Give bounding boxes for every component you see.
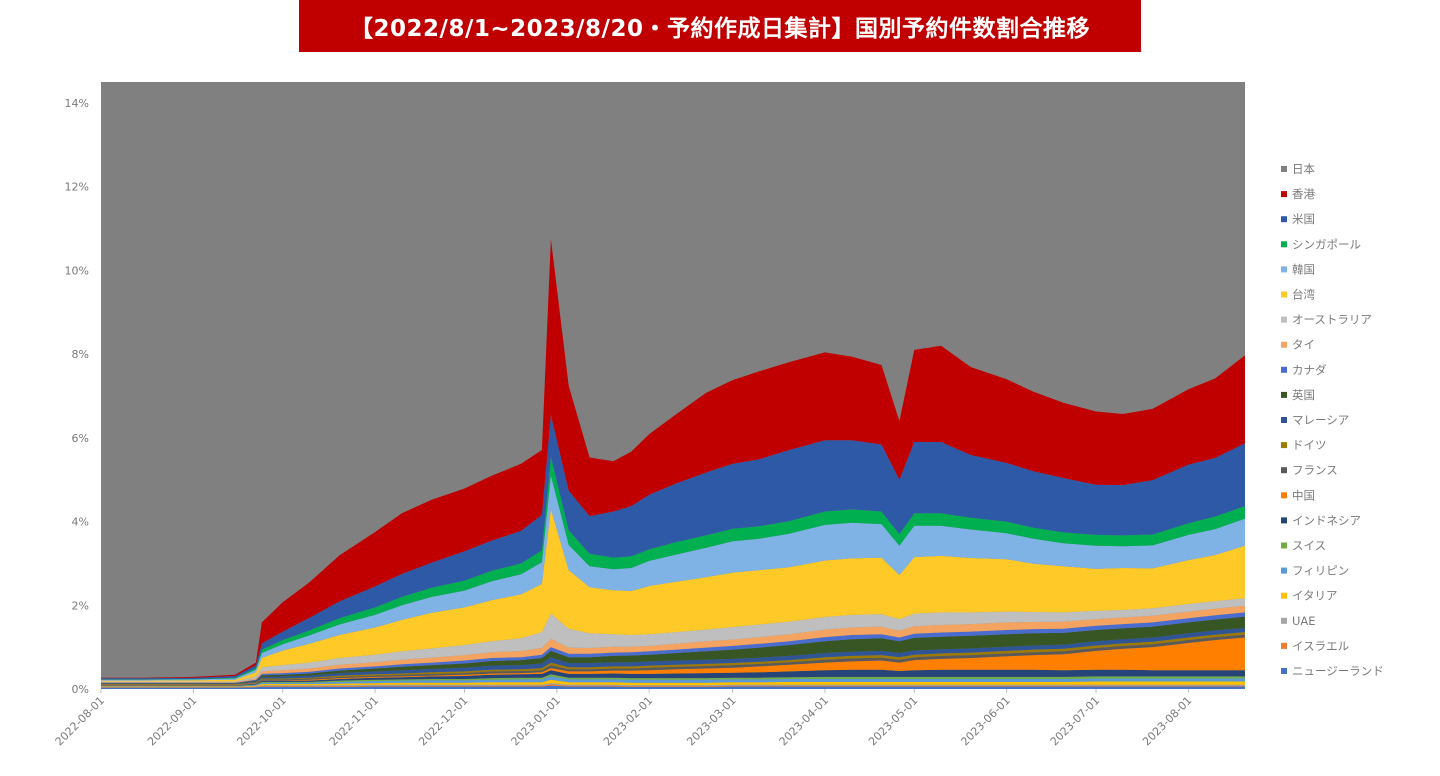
- legend-label: イタリア: [1292, 589, 1338, 603]
- series-area-UAE: [101, 683, 1245, 688]
- legend-swatch: [1281, 542, 1287, 549]
- legend-swatch: [1281, 517, 1287, 524]
- legend-swatch: [1281, 617, 1287, 624]
- legend-label: ドイツ: [1292, 438, 1327, 452]
- x-tick-label: 2023-05-01: [866, 694, 920, 748]
- x-tick-label: 2023-01-01: [509, 694, 563, 748]
- series-area-フィリピン: [101, 676, 1245, 687]
- legend-swatch: [1281, 366, 1287, 373]
- legend-swatch: [1281, 191, 1287, 198]
- legend-swatch: [1281, 316, 1287, 323]
- legend-label: ニュージーランド: [1292, 664, 1384, 678]
- legend-swatch: [1281, 291, 1287, 298]
- x-tick-label: 2022-12-01: [416, 694, 470, 748]
- series-area-韓国: [101, 475, 1245, 681]
- x-tick-label: 2022-10-01: [234, 694, 288, 748]
- legend-swatch: [1281, 417, 1287, 423]
- legend-label: スイス: [1292, 539, 1326, 553]
- y-tick-label: 6%: [72, 432, 89, 445]
- legend-swatch: [1281, 216, 1287, 223]
- legend-label: 中国: [1292, 488, 1315, 502]
- series-area-スイス: [101, 674, 1245, 687]
- legend-label: オーストラリア: [1292, 313, 1372, 327]
- x-tick-label: 2022-11-01: [327, 694, 381, 748]
- legend-label: 日本: [1292, 162, 1315, 176]
- legend-swatch: [1281, 668, 1287, 674]
- legend-swatch: [1281, 492, 1287, 499]
- legend-label: 台湾: [1292, 288, 1315, 302]
- y-axis: 0% 2% 4% 6% 8% 10% 12% 14%: [65, 97, 89, 696]
- legend: 日本香港米国シンガポール韓国台湾オーストラリアタイカナダ英国マレーシアドイツフラ…: [1281, 162, 1384, 678]
- legend-swatch: [1281, 166, 1287, 172]
- legend-label: インドネシア: [1292, 513, 1361, 527]
- x-tick-label: 2023-04-01: [777, 694, 831, 748]
- legend-label: 香港: [1292, 187, 1315, 201]
- legend-swatch: [1281, 592, 1287, 599]
- legend-swatch: [1281, 241, 1287, 248]
- legend-label: カナダ: [1292, 363, 1327, 377]
- y-tick-label: 4%: [72, 516, 89, 529]
- x-tick-label: 2023-06-01: [958, 694, 1012, 748]
- series-area-インドネシア: [101, 669, 1245, 686]
- y-tick-label: 10%: [65, 264, 89, 277]
- legend-label: 米国: [1292, 212, 1315, 226]
- legend-swatch: [1281, 567, 1287, 574]
- legend-label: シンガポール: [1292, 237, 1361, 251]
- legend-swatch: [1281, 266, 1287, 273]
- legend-swatch: [1281, 642, 1287, 649]
- series-area-中国: [101, 637, 1245, 686]
- legend-label: 韓国: [1292, 262, 1315, 276]
- y-tick-label: 8%: [72, 348, 89, 361]
- series-area-香港: [101, 239, 1245, 679]
- x-tick-label: 2022-08-01: [53, 694, 107, 748]
- legend-label: イスラエル: [1292, 639, 1349, 653]
- chart-title: 【2022/8/1~2023/8/20・予約作成日集計】国別予約件数割合推移: [299, 0, 1141, 52]
- x-axis: 2022-08-01 2022-09-01 2022-10-01 2022-11-01…: [53, 689, 1195, 748]
- legend-swatch: [1281, 391, 1287, 398]
- x-tick-label: 2023-08-01: [1140, 694, 1194, 748]
- y-tick-label: 2%: [72, 599, 89, 612]
- legend-swatch: [1281, 467, 1287, 474]
- series-area-米国: [101, 414, 1245, 680]
- series-area-イスラエル: [101, 684, 1245, 688]
- x-tick-label: 2023-03-01: [684, 694, 738, 748]
- plot-area: [101, 82, 1245, 689]
- series-area-オーストラリア: [101, 598, 1245, 683]
- legend-label: マレーシア: [1292, 413, 1349, 427]
- x-tick-label: 2022-09-01: [145, 694, 199, 748]
- x-tick-label: 2023-02-01: [601, 694, 655, 748]
- legend-label: UAE: [1292, 614, 1316, 628]
- legend-label: フランス: [1292, 463, 1338, 477]
- legend-swatch: [1281, 442, 1287, 449]
- series-area-タイ: [101, 605, 1245, 683]
- legend-label: フィリピン: [1292, 564, 1349, 578]
- series-area-台湾: [101, 509, 1245, 682]
- series-area-イタリア: [101, 679, 1245, 687]
- legend-label: 英国: [1292, 388, 1315, 402]
- legend-label: タイ: [1292, 338, 1315, 352]
- legend-swatch: [1281, 341, 1287, 348]
- y-tick-label: 12%: [65, 181, 89, 194]
- series-area-ニュージーランド: [101, 685, 1245, 689]
- y-tick-label: 14%: [65, 97, 89, 110]
- y-tick-label: 0%: [72, 683, 89, 696]
- x-tick-label: 2023-07-01: [1048, 694, 1102, 748]
